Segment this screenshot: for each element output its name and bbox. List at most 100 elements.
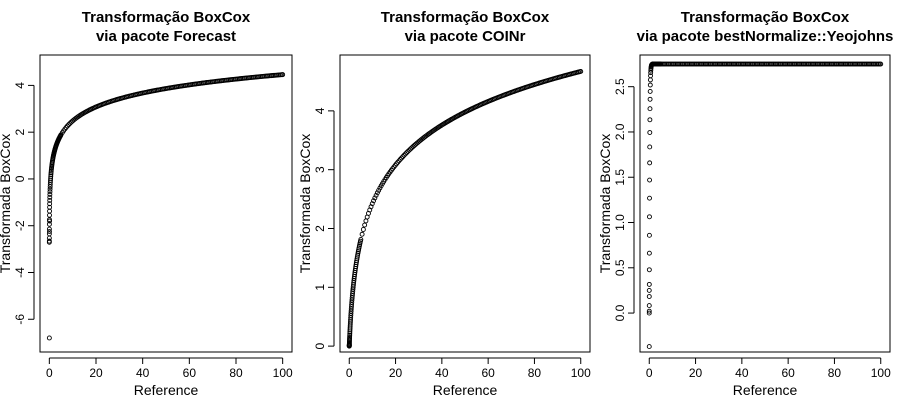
data-point bbox=[405, 148, 411, 154]
data-point bbox=[47, 194, 53, 200]
x-tick-label: 20 bbox=[89, 366, 103, 380]
y-tick-label: 2 bbox=[13, 129, 27, 136]
data-point bbox=[646, 294, 652, 299]
data-point bbox=[376, 187, 382, 193]
data-point bbox=[48, 172, 54, 177]
y-tick-label: -2 bbox=[13, 220, 27, 231]
data-point bbox=[578, 68, 584, 74]
y-axis-label: Transformada BoxCox bbox=[597, 134, 613, 274]
data-point bbox=[358, 237, 364, 242]
y-tick-label: -6 bbox=[13, 314, 27, 325]
x-tick-label: 100 bbox=[571, 366, 591, 380]
data-point bbox=[347, 332, 353, 338]
data-point bbox=[404, 150, 410, 156]
data-point bbox=[400, 154, 406, 160]
x-tick-label: 100 bbox=[871, 366, 891, 380]
y-tick-label: -4 bbox=[13, 267, 27, 278]
data-point bbox=[64, 123, 70, 129]
x-tick-label: 0 bbox=[46, 366, 53, 380]
data-point bbox=[646, 267, 652, 273]
y-tick-label: 4 bbox=[313, 107, 327, 114]
data-points bbox=[346, 68, 584, 349]
chart-panel-1: Transformação BoxCox via pacote Forecast 0… bbox=[0, 9, 293, 398]
x-tick-label: 60 bbox=[781, 366, 795, 380]
y-axis: -6 -4 -2 0 2 4 bbox=[13, 82, 35, 325]
data-point bbox=[46, 231, 52, 237]
data-point bbox=[371, 198, 377, 204]
data-point bbox=[348, 304, 354, 310]
x-axis: 0 20 40 60 80 100 bbox=[646, 357, 891, 380]
data-point bbox=[878, 61, 884, 67]
data-point bbox=[48, 173, 54, 179]
data-point bbox=[402, 151, 408, 157]
data-point bbox=[401, 152, 407, 158]
x-tick-label: 60 bbox=[481, 366, 495, 380]
x-axis: 0 20 40 60 80 100 bbox=[346, 357, 591, 380]
data-point bbox=[646, 232, 652, 238]
x-axis: 0 20 40 60 80 100 bbox=[46, 357, 293, 380]
data-point bbox=[647, 82, 653, 88]
data-point bbox=[47, 189, 53, 195]
data-point bbox=[47, 191, 53, 197]
y-tick-label: 3 bbox=[313, 166, 327, 173]
data-point bbox=[647, 77, 653, 83]
data-point bbox=[47, 197, 53, 203]
data-point bbox=[362, 222, 368, 228]
y-tick-label: 0.5 bbox=[613, 259, 627, 276]
data-point bbox=[646, 308, 652, 314]
x-tick-label: 40 bbox=[735, 366, 749, 380]
data-point bbox=[349, 299, 355, 305]
data-point bbox=[647, 214, 652, 220]
data-point bbox=[346, 342, 352, 348]
x-tick-label: 80 bbox=[229, 366, 243, 380]
y-tick-label: 1 bbox=[313, 284, 327, 291]
y-axis-label: Transformada BoxCox bbox=[0, 134, 13, 274]
data-point bbox=[47, 218, 53, 224]
y-tick-label: 4 bbox=[13, 82, 27, 89]
y-tick-label: 2.0 bbox=[613, 123, 627, 140]
x-axis-label: Reference bbox=[733, 382, 798, 398]
plot-frame bbox=[339, 54, 591, 353]
x-axis-label: Reference bbox=[433, 382, 498, 398]
data-point bbox=[373, 192, 379, 198]
data-point bbox=[646, 250, 652, 256]
data-point bbox=[646, 303, 652, 309]
data-point bbox=[369, 201, 375, 207]
chart-panel-3: Transformação BoxCox via pacote bestNorma… bbox=[597, 9, 893, 398]
chart-title-line: Transformação BoxCox bbox=[681, 9, 850, 26]
data-point bbox=[647, 195, 652, 201]
data-points bbox=[46, 72, 286, 341]
data-point bbox=[47, 201, 53, 207]
data-point bbox=[372, 195, 378, 201]
x-tick-label: 0 bbox=[646, 366, 653, 380]
data-point bbox=[647, 144, 653, 150]
data-point bbox=[647, 117, 653, 123]
data-point bbox=[647, 177, 653, 183]
data-point bbox=[47, 229, 52, 235]
data-point bbox=[349, 302, 355, 307]
data-point bbox=[347, 334, 353, 340]
plot-frame bbox=[639, 54, 891, 353]
data-point bbox=[46, 226, 52, 232]
data-point bbox=[647, 96, 653, 102]
data-point bbox=[46, 335, 52, 341]
data-point bbox=[46, 238, 52, 244]
data-point bbox=[48, 170, 54, 176]
data-point bbox=[646, 344, 652, 350]
y-tick-label: 1.5 bbox=[613, 169, 627, 186]
y-tick-label: 0 bbox=[13, 175, 27, 182]
y-tick-label: 0 bbox=[313, 342, 327, 349]
x-axis-label: Reference bbox=[134, 382, 199, 398]
y-axis: 0 1 2 3 4 bbox=[313, 107, 335, 349]
data-point bbox=[280, 72, 286, 78]
data-point bbox=[374, 190, 380, 196]
data-point bbox=[348, 306, 354, 312]
x-tick-label: 80 bbox=[528, 366, 542, 380]
data-point bbox=[46, 221, 52, 227]
x-tick-label: 40 bbox=[435, 366, 449, 380]
data-point bbox=[647, 130, 653, 135]
data-point bbox=[647, 106, 653, 112]
chart-title-line: via pacote COINr bbox=[405, 28, 526, 45]
